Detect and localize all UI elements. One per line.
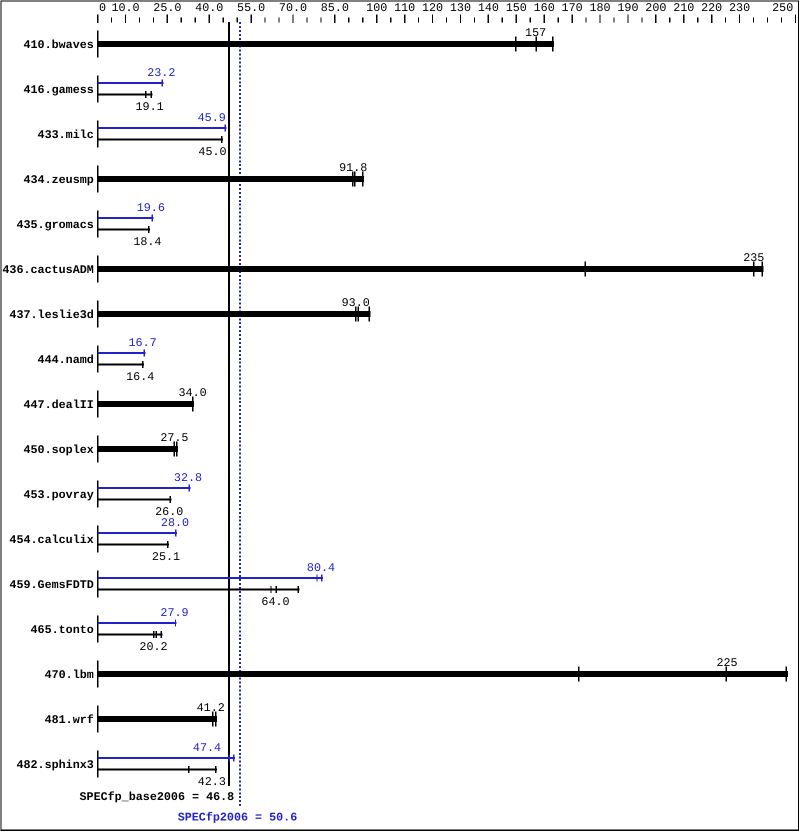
svg-text:454.calculix: 454.calculix [9, 533, 93, 547]
svg-text:80.4: 80.4 [307, 561, 335, 575]
svg-text:25.0: 25.0 [153, 1, 181, 15]
svg-text:85.0: 85.0 [321, 1, 349, 15]
svg-text:130: 130 [450, 1, 471, 15]
svg-text:416.gamess: 416.gamess [23, 83, 93, 97]
svg-text:160: 160 [534, 1, 555, 15]
svg-text:16.4: 16.4 [126, 370, 154, 384]
svg-text:19.6: 19.6 [137, 201, 165, 215]
svg-text:210: 210 [673, 1, 694, 15]
svg-text:453.povray: 453.povray [23, 488, 93, 502]
svg-text:157: 157 [525, 26, 546, 40]
svg-text:32.8: 32.8 [174, 471, 202, 485]
svg-text:100: 100 [366, 1, 387, 15]
svg-text:110: 110 [394, 1, 415, 15]
svg-text:34.0: 34.0 [179, 386, 207, 400]
svg-text:70.0: 70.0 [279, 1, 307, 15]
svg-text:45.0: 45.0 [198, 145, 226, 159]
svg-text:140: 140 [478, 1, 499, 15]
svg-text:150: 150 [506, 1, 527, 15]
svg-text:SPECfp_base2006 = 46.8: SPECfp_base2006 = 46.8 [80, 790, 235, 804]
svg-text:28.0: 28.0 [161, 516, 189, 530]
svg-text:435.gromacs: 435.gromacs [16, 218, 93, 232]
svg-text:19.1: 19.1 [136, 100, 164, 114]
svg-text:470.lbm: 470.lbm [45, 668, 94, 682]
svg-text:SPECfp2006 = 50.6: SPECfp2006 = 50.6 [178, 810, 298, 824]
svg-text:465.tonto: 465.tonto [31, 623, 94, 637]
svg-text:16.7: 16.7 [129, 336, 157, 350]
svg-text:459.GemsFDTD: 459.GemsFDTD [9, 578, 93, 592]
svg-text:42.3: 42.3 [198, 775, 226, 789]
svg-text:200: 200 [645, 1, 666, 15]
svg-text:180: 180 [589, 1, 610, 15]
svg-text:23.2: 23.2 [147, 66, 175, 80]
svg-text:40.0: 40.0 [195, 1, 223, 15]
svg-text:482.sphinx3: 482.sphinx3 [16, 758, 93, 772]
svg-text:0: 0 [99, 1, 106, 15]
svg-text:235: 235 [743, 251, 764, 265]
svg-text:64.0: 64.0 [261, 595, 289, 609]
svg-text:91.8: 91.8 [339, 161, 367, 175]
svg-text:55.0: 55.0 [237, 1, 265, 15]
svg-text:25.1: 25.1 [152, 550, 180, 564]
svg-text:444.namd: 444.namd [38, 353, 94, 367]
svg-text:434.zeusmp: 434.zeusmp [23, 173, 93, 187]
svg-text:27.5: 27.5 [160, 431, 188, 445]
svg-text:433.milc: 433.milc [38, 128, 94, 142]
svg-text:225: 225 [716, 656, 737, 670]
svg-text:170: 170 [562, 1, 583, 15]
svg-text:10.0: 10.0 [111, 1, 139, 15]
svg-text:436.cactusADM: 436.cactusADM [2, 263, 93, 277]
svg-text:481.wrf: 481.wrf [45, 713, 94, 727]
svg-text:410.bwaves: 410.bwaves [23, 38, 93, 52]
svg-text:230: 230 [729, 1, 750, 15]
svg-text:250: 250 [772, 1, 793, 15]
svg-text:220: 220 [701, 1, 722, 15]
svg-text:437.leslie3d: 437.leslie3d [9, 308, 93, 322]
svg-text:120: 120 [422, 1, 443, 15]
svg-text:27.9: 27.9 [160, 606, 188, 620]
svg-text:47.4: 47.4 [193, 741, 221, 755]
svg-text:45.9: 45.9 [198, 111, 226, 125]
svg-text:41.2: 41.2 [197, 701, 225, 715]
svg-text:450.soplex: 450.soplex [23, 443, 93, 457]
svg-text:20.2: 20.2 [139, 640, 167, 654]
svg-text:18.4: 18.4 [133, 235, 161, 249]
svg-text:447.dealII: 447.dealII [23, 398, 93, 412]
svg-text:26.0: 26.0 [155, 505, 183, 519]
svg-text:93.0: 93.0 [342, 296, 370, 310]
svg-text:190: 190 [617, 1, 638, 15]
